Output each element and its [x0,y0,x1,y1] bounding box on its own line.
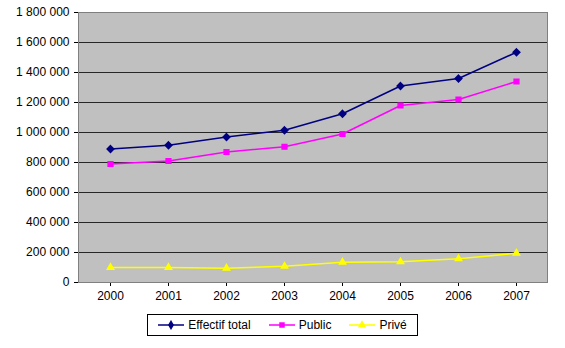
svg-text:400 000: 400 000 [26,215,70,229]
svg-text:1 000 000: 1 000 000 [16,125,70,139]
svg-text:1 200 000: 1 200 000 [16,95,70,109]
html-text:Privé: Privé [379,318,407,332]
svg-text:2004: 2004 [329,289,356,303]
svg-text:2007: 2007 [503,289,530,303]
html-text:Public: Public [298,318,332,332]
svg-text:200 000: 200 000 [26,245,70,259]
svg-text:2005: 2005 [387,289,414,303]
svg-text:1 600 000: 1 600 000 [16,35,70,49]
svg-text:1 400 000: 1 400 000 [16,65,70,79]
svg-text:2001: 2001 [155,289,182,303]
svg-text:1 800 000: 1 800 000 [16,5,70,19]
svg-text:800 000: 800 000 [26,155,70,169]
svg-text:2003: 2003 [271,289,298,303]
svg-text:2006: 2006 [445,289,472,303]
svg-text:600 000: 600 000 [26,185,70,199]
svg-text:2000: 2000 [97,289,124,303]
html-text:Effectif total: Effectif total [188,318,251,332]
svg-text:2002: 2002 [213,289,240,303]
svg-text:0: 0 [63,275,70,289]
